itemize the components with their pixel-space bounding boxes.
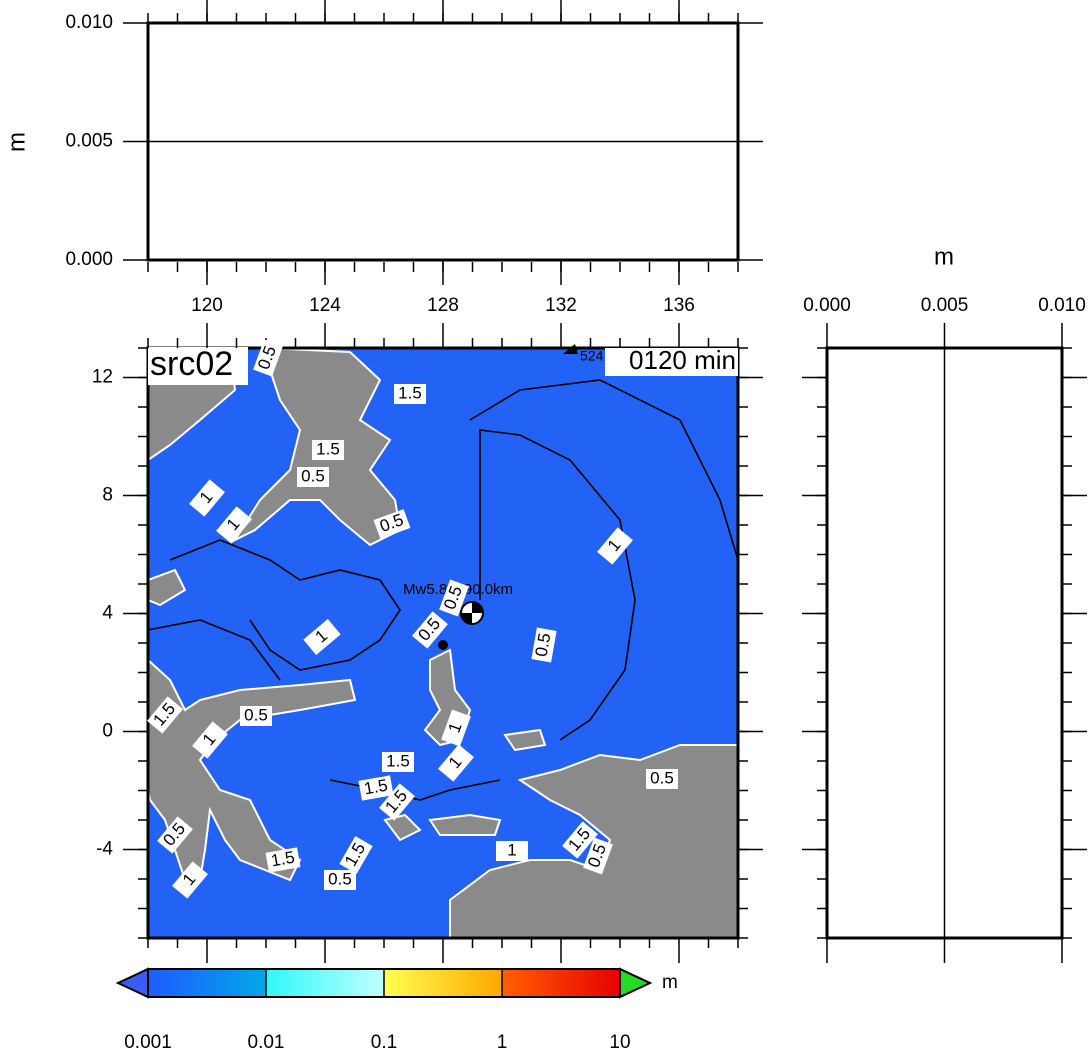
contour-label-box: [439, 579, 469, 617]
contour-label-box: [189, 479, 225, 517]
contour-label-box: [339, 836, 373, 874]
contour-label: 1.5: [270, 848, 297, 871]
y-tick-label: 8: [102, 485, 113, 506]
y-tick-label: 0.000: [65, 249, 113, 270]
land: [449, 744, 738, 938]
contour-label-box: [324, 870, 356, 890]
contour-label: 0.5: [244, 705, 268, 724]
y-tick-label: 0.005: [65, 131, 113, 152]
colorbar-tick-label: 0.001: [124, 1032, 172, 1053]
contour-label-box: [412, 611, 448, 649]
map-title: src02: [150, 345, 233, 383]
contour-line: [169, 539, 401, 671]
contour-label-box: [496, 841, 528, 861]
x-tick-label: 136: [663, 295, 695, 316]
contour-label: 1: [507, 840, 516, 859]
contour-label: 0.5: [650, 768, 674, 787]
contour-label: 0.5: [301, 466, 325, 485]
contour-label-box: [303, 619, 341, 655]
contour-label: 1.5: [363, 776, 390, 799]
beachball: [438, 601, 484, 650]
station-marker: [563, 344, 578, 354]
contour-label-box: [531, 627, 557, 663]
colorbar-tick-label: 1: [497, 1032, 508, 1053]
x-tick-label: 132: [545, 295, 577, 316]
contour-label-box: [192, 721, 228, 759]
time-label: 0120 min: [629, 345, 736, 375]
contour-label: 1.5: [398, 383, 422, 402]
colorbar-tick-label: 0.01: [248, 1032, 285, 1053]
y-tick-label: 12: [92, 367, 113, 388]
land: [428, 813, 502, 836]
contour-label: 0.5: [532, 632, 555, 659]
contour-label-box: [373, 509, 411, 539]
contour-line: [469, 379, 738, 561]
side-x-label: m: [934, 243, 954, 270]
contour-label-box: [147, 696, 183, 734]
contour-label-box: [438, 744, 474, 782]
land: [383, 813, 422, 842]
contour-label-box: [597, 527, 633, 565]
title-box: [148, 347, 248, 385]
station-label: 524: [580, 348, 604, 364]
contour-label-box: [562, 821, 598, 859]
contour-label-box: [216, 506, 252, 544]
land: [148, 568, 187, 607]
contour-label: 1.5: [316, 439, 340, 458]
top-y-label: m: [3, 132, 30, 152]
y-tick-label: 4: [102, 603, 113, 624]
contour-label-box: [253, 339, 283, 377]
contour-label: 1.5: [386, 751, 410, 770]
y-tick-label: -4: [96, 839, 113, 860]
contour-label-box: [172, 861, 208, 899]
contour-label-box: [441, 709, 471, 747]
contour-label-box: [382, 752, 414, 772]
y-tick-label: 0.010: [65, 12, 113, 33]
colorbar-tick-label: 10: [609, 1032, 630, 1053]
colorbar-unit: m: [662, 972, 678, 993]
x-tick-label: 0.005: [921, 295, 969, 316]
x-tick-label: 128: [427, 295, 459, 316]
contour-label-box: [312, 440, 344, 460]
y-tick-label: 0: [102, 721, 113, 742]
contour-label-box: [646, 769, 678, 789]
contour-label: 0.5: [328, 869, 352, 888]
contour-label-box: [379, 783, 415, 821]
x-tick-label: 0.010: [1038, 295, 1086, 316]
contour-label-box: [240, 706, 272, 726]
x-tick-label: 0.000: [803, 295, 851, 316]
x-tick-label: 120: [191, 295, 223, 316]
contour-label-box: [583, 837, 613, 875]
land: [148, 658, 357, 882]
land: [503, 728, 547, 752]
x-tick-label: 124: [309, 295, 341, 316]
contour-label-box: [358, 775, 394, 801]
contour-label-box: [157, 816, 193, 854]
contour-label-box: [265, 847, 301, 873]
contour-label-box: [297, 467, 329, 487]
contour-line: [479, 429, 636, 741]
time-box: [605, 348, 738, 376]
contour-line: [148, 619, 281, 681]
colorbar-tick-label: 0.1: [371, 1032, 397, 1053]
contour-label-box: [394, 384, 426, 404]
